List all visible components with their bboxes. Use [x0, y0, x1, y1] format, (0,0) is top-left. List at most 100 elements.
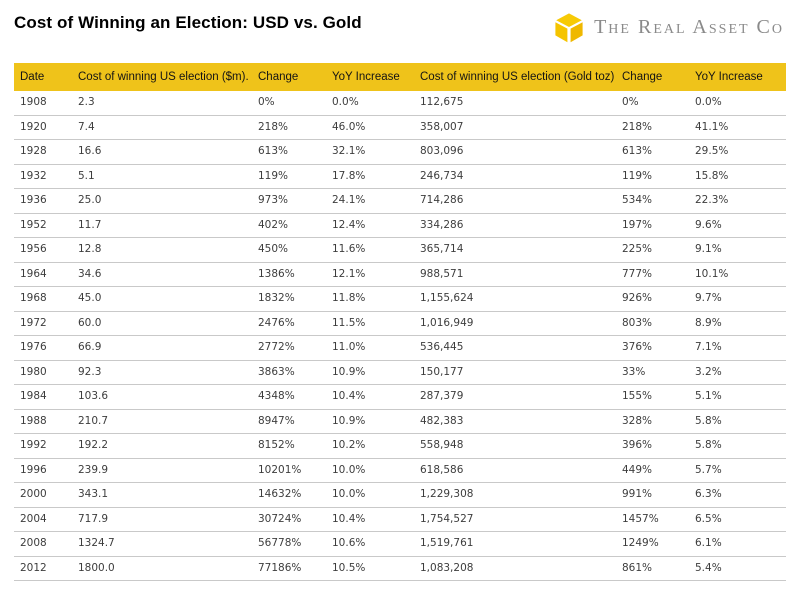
- table-row: 2004 717.9 30724% 10.4% 1,754,527 1457% 6.5%: [14, 507, 786, 532]
- table-cell: 1928: [14, 139, 72, 165]
- table-cell: 449%: [616, 458, 689, 483]
- table-cell: 861%: [616, 556, 689, 581]
- column-header-usd-yoy: YoY Increase: [326, 63, 414, 91]
- table-cell: 25.0: [72, 188, 252, 214]
- table-cell: 1832%: [252, 286, 326, 312]
- table-cell: 777%: [616, 262, 689, 287]
- table-cell: 77186%: [252, 556, 326, 581]
- table-cell: 45.0: [72, 286, 252, 312]
- table-cell: 9.7%: [689, 286, 786, 312]
- table-cell: 6.1%: [689, 531, 786, 557]
- table-cell: 613%: [252, 139, 326, 165]
- table-cell: 46.0%: [326, 115, 414, 140]
- table-cell: 1988: [14, 409, 72, 434]
- table-cell: 0.0%: [689, 91, 786, 116]
- table-row: 2008 1324.7 56778% 10.6% 1,519,761 1249% 6.1%: [14, 531, 786, 557]
- table-cell: 2008: [14, 531, 72, 557]
- table-cell: 17.8%: [326, 164, 414, 189]
- table-row: 1952 11.7 402% 12.4% 334,286 197% 9.6%: [14, 213, 786, 238]
- table-cell: 218%: [616, 115, 689, 140]
- table-cell: 60.0: [72, 311, 252, 336]
- table-cell: 1956: [14, 237, 72, 263]
- table-cell: 2004: [14, 507, 72, 532]
- column-header-usd-cost: Cost of winning US election ($m).: [72, 63, 252, 91]
- table-cell: 1980: [14, 360, 72, 385]
- table-cell: 225%: [616, 237, 689, 263]
- table-cell: 239.9: [72, 458, 252, 483]
- table-cell: 991%: [616, 482, 689, 508]
- table-cell: 328%: [616, 409, 689, 434]
- table-cell: 6.5%: [689, 507, 786, 532]
- column-header-gold-yoy: YoY Increase: [689, 63, 786, 91]
- column-header-gold-change: Change: [616, 63, 689, 91]
- table-cell: 0%: [616, 91, 689, 116]
- column-header-date: Date: [14, 63, 72, 91]
- table-cell: 10.9%: [326, 409, 414, 434]
- table-row: 1968 45.0 1832% 11.8% 1,155,624 926% 9.7%: [14, 286, 786, 312]
- table-cell: 1972: [14, 311, 72, 336]
- table-cell: 246,734: [414, 164, 616, 189]
- table-cell: 7.4: [72, 115, 252, 140]
- table-cell: 1968: [14, 286, 72, 312]
- table-cell: 29.5%: [689, 139, 786, 165]
- table-header-row: Date Cost of winning US election ($m). C…: [14, 63, 786, 91]
- column-header-usd-change: Change: [252, 63, 326, 91]
- table-row: 1984 103.6 4348% 10.4% 287,379 155% 5.1%: [14, 384, 786, 410]
- table-row: 1956 12.8 450% 11.6% 365,714 225% 9.1%: [14, 237, 786, 263]
- table-cell: 16.6: [72, 139, 252, 165]
- table-cell: 613%: [616, 139, 689, 165]
- table-cell: 22.3%: [689, 188, 786, 214]
- table-cell: 803%: [616, 311, 689, 336]
- table-cell: 10.6%: [326, 531, 414, 557]
- table-row: 1992 192.2 8152% 10.2% 558,948 396% 5.8%: [14, 433, 786, 459]
- table-cell: 3.2%: [689, 360, 786, 385]
- table-cell: 0%: [252, 91, 326, 116]
- table-cell: 11.8%: [326, 286, 414, 312]
- table-row: 1972 60.0 2476% 11.5% 1,016,949 803% 8.9%: [14, 311, 786, 336]
- table-cell: 3863%: [252, 360, 326, 385]
- table-body: 1908 2.3 0% 0.0% 112,675 0% 0.0% 1920 7.4 218% 46.…: [14, 91, 786, 581]
- table-cell: 197%: [616, 213, 689, 238]
- table-cell: 1,229,308: [414, 482, 616, 508]
- table-cell: 1386%: [252, 262, 326, 287]
- table-cell: 119%: [252, 164, 326, 189]
- table-cell: 4348%: [252, 384, 326, 410]
- table-cell: 10.9%: [326, 360, 414, 385]
- table-cell: 34.6: [72, 262, 252, 287]
- table-row: 1976 66.9 2772% 11.0% 536,445 376% 7.1%: [14, 335, 786, 361]
- page-header: Cost of Winning an Election: USD vs. Gol…: [0, 0, 800, 62]
- table-cell: 56778%: [252, 531, 326, 557]
- table-cell: 2012: [14, 556, 72, 581]
- table-cell: 1932: [14, 164, 72, 189]
- table-cell: 334,286: [414, 213, 616, 238]
- table-cell: 103.6: [72, 384, 252, 410]
- table-row: 1936 25.0 973% 24.1% 714,286 534% 22.3%: [14, 188, 786, 214]
- table-cell: 10.4%: [326, 384, 414, 410]
- table-cell: 218%: [252, 115, 326, 140]
- table-cell: 714,286: [414, 188, 616, 214]
- table-cell: 0.0%: [326, 91, 414, 116]
- table-cell: 10.5%: [326, 556, 414, 581]
- table-row: 1980 92.3 3863% 10.9% 150,177 33% 3.2%: [14, 360, 786, 385]
- table-cell: 12.8: [72, 237, 252, 263]
- table-cell: 536,445: [414, 335, 616, 361]
- logo-text: The Real Asset Co: [594, 15, 784, 38]
- table-cell: 365,714: [414, 237, 616, 263]
- table-cell: 10.1%: [689, 262, 786, 287]
- table-cell: 32.1%: [326, 139, 414, 165]
- table-cell: 8947%: [252, 409, 326, 434]
- table-cell: 926%: [616, 286, 689, 312]
- table-cell: 14632%: [252, 482, 326, 508]
- table-cell: 7.1%: [689, 335, 786, 361]
- table-cell: 1,155,624: [414, 286, 616, 312]
- table-cell: 973%: [252, 188, 326, 214]
- table-cell: 1920: [14, 115, 72, 140]
- table-cell: 5.7%: [689, 458, 786, 483]
- table-cell: 717.9: [72, 507, 252, 532]
- table-row: 2012 1800.0 77186% 10.5% 1,083,208 861% 5.4%: [14, 556, 786, 581]
- table-cell: 8152%: [252, 433, 326, 459]
- table-cell: 618,586: [414, 458, 616, 483]
- table-cell: 1,083,208: [414, 556, 616, 581]
- table-cell: 210.7: [72, 409, 252, 434]
